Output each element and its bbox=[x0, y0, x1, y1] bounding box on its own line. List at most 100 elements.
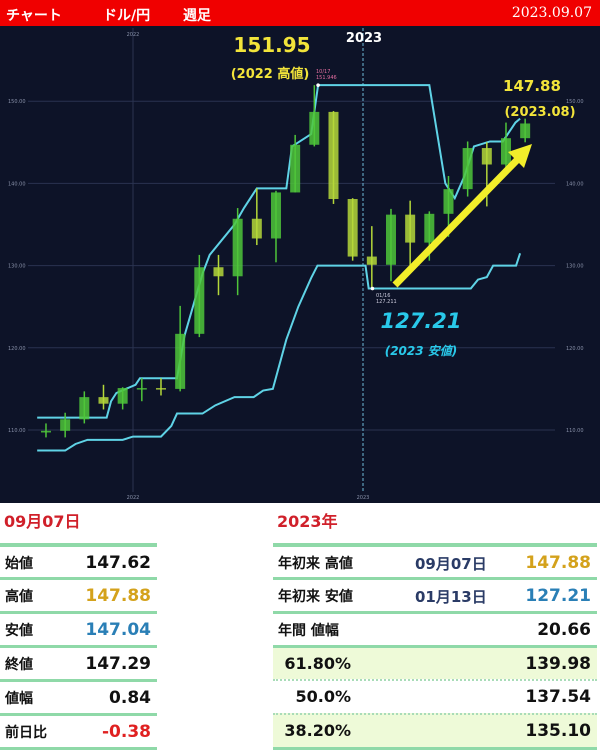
table-row: 高値 147.88 bbox=[0, 577, 157, 611]
close-value: 147.29 bbox=[85, 654, 151, 674]
candle-body bbox=[347, 199, 358, 257]
low-annotation-caption: (2023 安値) bbox=[385, 344, 458, 358]
table-row: 年初来 高値 09月07日 147.88 bbox=[273, 543, 597, 577]
x-tick-label: 2022 bbox=[127, 495, 140, 501]
candle-body bbox=[328, 111, 339, 200]
header-bar: チャート ドル/円 週足 2023.09.07 bbox=[0, 0, 600, 26]
low-marker-value: 127.211 bbox=[376, 299, 397, 305]
year-2023-label: 2023 bbox=[346, 31, 382, 46]
candle-body bbox=[424, 213, 435, 243]
retracement-pct: 38.20% bbox=[284, 721, 351, 740]
candle-body bbox=[155, 388, 166, 390]
row-label: 年間 値幅 bbox=[278, 623, 339, 639]
candle-body bbox=[443, 189, 454, 214]
candle-body bbox=[405, 214, 416, 243]
chart-background bbox=[0, 26, 600, 503]
daily-title: 09月07日 bbox=[4, 512, 81, 531]
low-marker-date: 01/16 bbox=[376, 293, 390, 299]
candle-body bbox=[309, 111, 320, 145]
x-tick-label: 2023 bbox=[357, 495, 370, 501]
header-title: チャート bbox=[6, 8, 62, 24]
open-value: 147.62 bbox=[85, 553, 151, 573]
candle-body bbox=[500, 138, 511, 165]
candle-body bbox=[194, 267, 205, 334]
annual-range-value: 20.66 bbox=[537, 620, 591, 640]
row-label: 前日比 bbox=[5, 725, 47, 741]
high-marker-value: 151.946 bbox=[316, 75, 337, 81]
daily-table: 09月07日 始値 147.62 高値 147.88 安値 147.04 終値 147.… bbox=[0, 505, 157, 750]
y-tick-label-left: 130.00 bbox=[8, 264, 26, 270]
candle-body bbox=[270, 192, 281, 239]
retracement-value: 135.10 bbox=[525, 721, 591, 741]
candle-body bbox=[117, 388, 128, 404]
change-value: -0.38 bbox=[102, 722, 151, 742]
latest-annotation-value: 147.88 bbox=[503, 77, 561, 95]
row-label: 高値 bbox=[5, 589, 33, 605]
y-tick-label-left: 150.00 bbox=[8, 99, 26, 105]
divider bbox=[0, 747, 157, 750]
candle-body bbox=[520, 123, 531, 139]
row-label: 年初来 高値 bbox=[278, 556, 353, 572]
high-marker-dot bbox=[316, 83, 320, 87]
latest-annotation-caption: (2023.08) bbox=[504, 105, 575, 120]
y-tick-label-right: 110.00 bbox=[566, 428, 584, 434]
row-label: 安値 bbox=[5, 623, 33, 639]
table-row: 年間 値幅 20.66 bbox=[273, 611, 597, 645]
row-label: 年初来 安値 bbox=[278, 589, 353, 605]
table-row: 安値 147.04 bbox=[0, 611, 157, 645]
candle-body bbox=[481, 148, 492, 165]
table-row: 前日比 -0.38 bbox=[0, 713, 157, 747]
ytd-high-value: 147.88 bbox=[525, 553, 591, 573]
high-value: 147.88 bbox=[85, 586, 151, 606]
range-value: 0.84 bbox=[109, 688, 151, 708]
low-date: 01月13日 bbox=[415, 588, 487, 606]
y-tick-label-left: 120.00 bbox=[8, 346, 26, 352]
candle-body bbox=[251, 218, 262, 239]
channel-lower-line bbox=[37, 252, 522, 452]
row-label: 終値 bbox=[5, 657, 33, 673]
trend-arrow-shaft bbox=[392, 155, 522, 288]
retracement-value: 137.54 bbox=[525, 687, 591, 707]
y-tick-label-right: 120.00 bbox=[566, 346, 584, 352]
candle-body bbox=[366, 256, 377, 265]
table-row: 値幅 0.84 bbox=[0, 679, 157, 713]
x-tick-label-top: 2022 bbox=[127, 32, 140, 38]
y-tick-label-right: 150.00 bbox=[566, 99, 584, 105]
y-tick-label-right: 130.00 bbox=[566, 264, 584, 270]
candle-body bbox=[60, 419, 71, 431]
high-annotation-value: 151.95 bbox=[233, 33, 310, 57]
price-chart: 110.00 110.00 120.00 120.00 130.00 130.00 140.… bbox=[0, 26, 600, 503]
table-row: 年初来 安値 01月13日 127.21 bbox=[273, 577, 597, 611]
candle-body bbox=[98, 397, 109, 404]
low-annotation-value: 127.21 bbox=[380, 309, 461, 333]
divider bbox=[273, 747, 597, 750]
candle-body bbox=[175, 333, 186, 389]
timeframe: 週足 bbox=[183, 8, 211, 24]
header-date: 2023.09.07 bbox=[511, 5, 592, 21]
candle-body bbox=[462, 148, 473, 190]
candle-body bbox=[40, 430, 51, 433]
low-value: 147.04 bbox=[85, 620, 151, 640]
yearly-title: 2023年 bbox=[277, 512, 338, 531]
high-annotation-caption: (2022 高値) bbox=[231, 66, 310, 82]
table-row: 61.80% 139.98 bbox=[273, 645, 597, 679]
trend-arrow-head bbox=[508, 144, 532, 168]
table-row: 始値 147.62 bbox=[0, 543, 157, 577]
table-row: 50.0% 137.54 bbox=[273, 679, 597, 713]
candle-body bbox=[213, 267, 224, 277]
high-date: 09月07日 bbox=[415, 555, 487, 573]
ytd-low-value: 127.21 bbox=[525, 586, 591, 606]
retracement-pct: 50.0% bbox=[295, 687, 351, 706]
currency-pair: ドル/円 bbox=[103, 8, 151, 24]
retracement-value: 139.98 bbox=[525, 654, 591, 674]
yearly-table: 2023年 年初来 高値 09月07日 147.88 年初来 安値 01月13日 127… bbox=[273, 505, 597, 750]
low-marker-dot bbox=[370, 286, 375, 291]
y-tick-label-right: 140.00 bbox=[566, 181, 584, 187]
y-tick-label-left: 140.00 bbox=[8, 181, 26, 187]
table-row: 終値 147.29 bbox=[0, 645, 157, 679]
candle-body bbox=[290, 144, 301, 193]
row-label: 値幅 bbox=[5, 691, 33, 707]
retracement-pct: 61.80% bbox=[284, 654, 351, 673]
candle-body bbox=[136, 388, 147, 390]
high-marker-date: 10/17 bbox=[316, 69, 330, 75]
